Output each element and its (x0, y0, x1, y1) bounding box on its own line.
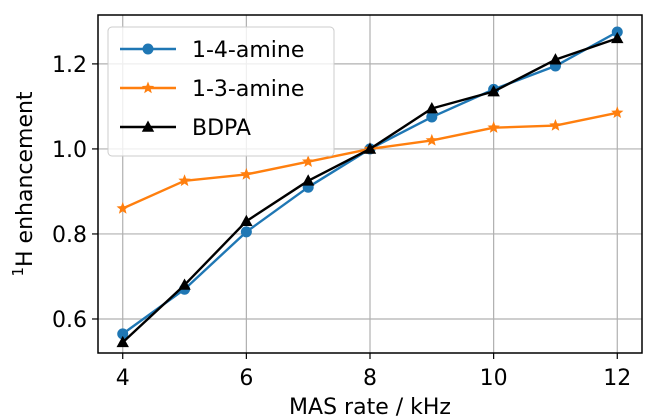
legend-box (107, 26, 335, 157)
legend: 1-4-amine 1-3-amine BDPA (107, 26, 335, 157)
data-point (425, 102, 439, 114)
legend-label: 1-4-amine (192, 38, 304, 63)
y-tick-label: 0.8 (52, 223, 87, 248)
data-point (116, 201, 129, 214)
legend-marker (141, 120, 155, 132)
y-tick-label: 1.0 (52, 138, 87, 163)
data-point (611, 106, 624, 119)
data-point (549, 53, 562, 65)
data-point (117, 328, 129, 340)
series-layer (116, 26, 624, 348)
data-point (611, 31, 624, 44)
y-axis-label-superscript: 1 (9, 267, 27, 277)
y-tick-label: 1.2 (52, 53, 87, 78)
data-point (426, 111, 438, 123)
x-tick-label: 6 (239, 366, 253, 391)
data-point (178, 174, 191, 187)
series-BDPA (116, 31, 624, 348)
legend-marker (142, 43, 154, 55)
x-tick-label: 12 (603, 366, 631, 391)
y-tick-label: 0.6 (52, 308, 87, 333)
legend-marker (141, 81, 155, 94)
x-axis-label: MAS rate / kHz (289, 395, 451, 419)
data-point (363, 142, 377, 154)
legend-label: 1-3-amine (192, 77, 304, 102)
data-point (116, 335, 129, 348)
data-point (487, 85, 500, 97)
data-point (240, 226, 252, 238)
y-axis-label-text: H enhancement (13, 91, 38, 267)
legend-label: BDPA (192, 116, 251, 141)
legend-entry: 1-3-amine (120, 77, 304, 102)
data-point (178, 278, 191, 290)
data-point (549, 119, 562, 131)
legend-entry: 1-4-amine (120, 38, 304, 63)
axis-ticks: 4 6 8 10 12 0.6 0.8 1.0 1.2 (52, 53, 631, 391)
legend-entry: BDPA (120, 116, 251, 141)
x-tick-label: 8 (363, 366, 377, 391)
data-point (425, 133, 438, 146)
data-point (240, 167, 253, 180)
x-tick-label: 4 (116, 366, 130, 391)
data-point (301, 174, 315, 186)
data-point (487, 121, 500, 133)
x-tick-label: 10 (480, 366, 508, 391)
data-point (302, 155, 315, 167)
y-axis-label: 1H enhancement (9, 91, 38, 276)
data-point (240, 214, 253, 227)
